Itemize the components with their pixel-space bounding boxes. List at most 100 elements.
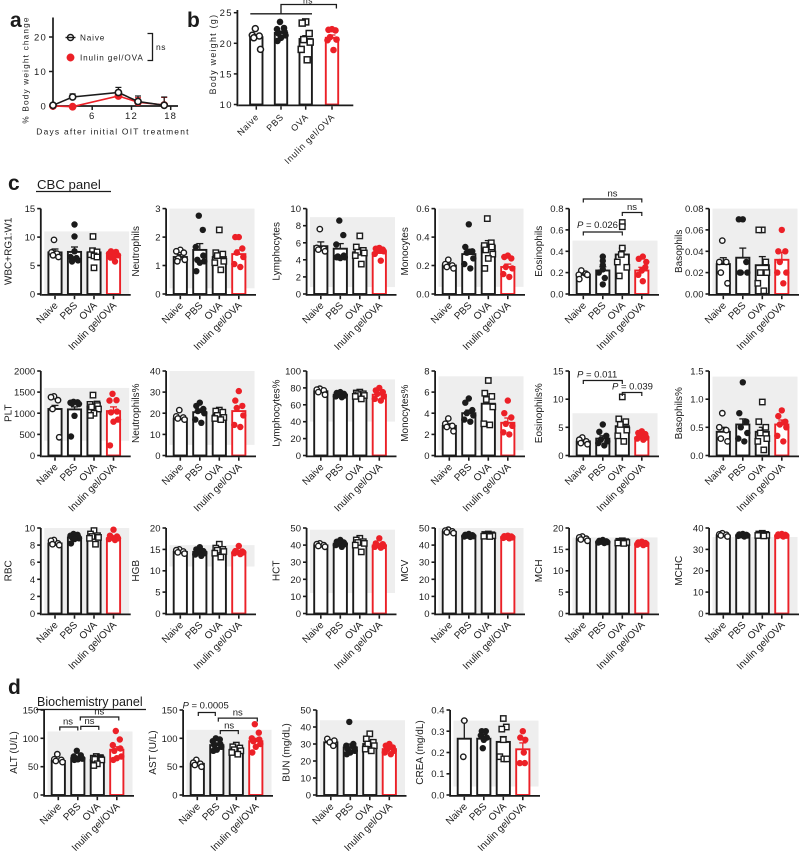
svg-text:Eosinophils: Eosinophils — [534, 226, 545, 277]
svg-text:10: 10 — [300, 774, 311, 785]
svg-text:ns: ns — [224, 720, 234, 731]
svg-text:20: 20 — [220, 39, 233, 50]
svg-text:15: 15 — [25, 204, 36, 215]
svg-text:5: 5 — [155, 588, 160, 599]
svg-text:10: 10 — [150, 566, 161, 577]
svg-text:0.0: 0.0 — [550, 290, 563, 301]
svg-text:Eosinophils%: Eosinophils% — [534, 383, 545, 443]
svg-text:8: 8 — [296, 221, 301, 232]
svg-text:Basophils: Basophils — [674, 230, 685, 273]
svg-text:20: 20 — [553, 524, 564, 535]
svg-text:0: 0 — [41, 102, 47, 113]
svg-text:HCT: HCT — [272, 561, 283, 582]
svg-text:BUN (mg/dL): BUN (mg/dL) — [282, 723, 293, 781]
svg-text:2: 2 — [424, 430, 429, 441]
svg-text:30: 30 — [300, 740, 311, 751]
svg-text:50: 50 — [300, 706, 311, 717]
svg-text:40: 40 — [419, 541, 430, 552]
svg-text:1.5: 1.5 — [690, 367, 703, 378]
svg-text:25: 25 — [220, 8, 233, 19]
svg-text:40: 40 — [290, 541, 301, 552]
svg-text:4: 4 — [424, 409, 429, 420]
svg-text:1500: 1500 — [14, 388, 35, 399]
svg-text:150: 150 — [23, 706, 39, 717]
svg-text:20: 20 — [290, 575, 301, 586]
svg-text:ns: ns — [607, 189, 617, 200]
svg-text:1: 1 — [155, 261, 160, 272]
svg-text:0.1: 0.1 — [431, 769, 444, 780]
svg-text:0.2: 0.2 — [431, 748, 444, 759]
svg-text:Days after initial OIT treatme: Days after initial OIT treatment — [36, 127, 189, 137]
svg-text:6: 6 — [89, 111, 95, 122]
svg-text:80: 80 — [290, 383, 301, 394]
svg-text:P = 0.011: P = 0.011 — [577, 370, 617, 381]
svg-text:ns: ns — [627, 202, 637, 213]
svg-text:AST (U/L): AST (U/L) — [148, 730, 159, 774]
svg-text:0.4: 0.4 — [550, 247, 563, 258]
svg-text:60: 60 — [290, 400, 301, 411]
svg-text:P = 0.0005: P = 0.0005 — [183, 701, 229, 712]
svg-text:20: 20 — [693, 566, 704, 577]
svg-text:30: 30 — [419, 558, 430, 569]
svg-text:10: 10 — [25, 524, 36, 535]
svg-text:MCH: MCH — [534, 559, 545, 582]
svg-text:10: 10 — [34, 67, 47, 78]
svg-text:10: 10 — [220, 100, 233, 111]
svg-text:0: 0 — [155, 609, 160, 620]
svg-text:4: 4 — [296, 255, 301, 266]
svg-text:0.2: 0.2 — [416, 261, 429, 272]
svg-text:Inulin gel/OVA: Inulin gel/OVA — [80, 54, 144, 63]
svg-text:5: 5 — [558, 423, 563, 434]
svg-text:10: 10 — [290, 592, 301, 603]
svg-text:0: 0 — [698, 609, 703, 620]
svg-text:10: 10 — [553, 566, 564, 577]
svg-text:20: 20 — [34, 33, 47, 44]
svg-text:50: 50 — [290, 524, 301, 535]
svg-text:40: 40 — [150, 367, 161, 378]
svg-text:10: 10 — [25, 233, 36, 244]
svg-text:CBC panel: CBC panel — [37, 177, 101, 192]
svg-text:ALT (U/L): ALT (U/L) — [9, 731, 20, 773]
svg-text:0.4: 0.4 — [416, 233, 429, 244]
svg-text:6: 6 — [424, 388, 429, 399]
svg-text:0: 0 — [30, 290, 35, 301]
svg-text:Lymphocytes%: Lymphocytes% — [272, 379, 283, 447]
svg-text:0.6: 0.6 — [416, 204, 429, 215]
svg-text:0: 0 — [30, 451, 35, 462]
svg-text:30: 30 — [290, 558, 301, 569]
svg-text:ns: ns — [84, 716, 94, 727]
svg-text:0: 0 — [558, 609, 563, 620]
svg-text:b: b — [187, 9, 200, 32]
svg-text:Monocytes%: Monocytes% — [400, 384, 411, 441]
svg-text:1000: 1000 — [14, 409, 35, 420]
svg-text:15: 15 — [220, 69, 233, 80]
svg-text:150: 150 — [162, 706, 178, 717]
svg-text:40: 40 — [693, 524, 704, 535]
svg-text:40: 40 — [290, 417, 301, 428]
svg-text:10: 10 — [150, 430, 161, 441]
svg-text:P = 0.039: P = 0.039 — [612, 382, 653, 393]
svg-text:1.0: 1.0 — [690, 395, 703, 406]
svg-text:Body weight (g): Body weight (g) — [208, 14, 218, 95]
svg-text:Neutrophils: Neutrophils — [131, 226, 142, 277]
svg-text:MCHC: MCHC — [674, 556, 685, 586]
svg-text:5: 5 — [30, 261, 35, 272]
svg-text:30: 30 — [693, 545, 704, 556]
svg-text:ns: ns — [156, 42, 166, 52]
svg-text:0.04: 0.04 — [685, 247, 704, 258]
svg-text:Basophils%: Basophils% — [674, 387, 685, 439]
svg-text:100: 100 — [162, 734, 178, 745]
svg-text:12: 12 — [125, 111, 138, 122]
svg-text:8: 8 — [424, 367, 429, 378]
svg-text:ns: ns — [303, 0, 313, 6]
svg-text:RBC: RBC — [4, 560, 15, 581]
svg-text:500: 500 — [19, 430, 35, 441]
svg-text:20: 20 — [150, 524, 161, 535]
svg-text:20: 20 — [290, 434, 301, 445]
svg-text:0: 0 — [30, 609, 35, 620]
svg-text:8: 8 — [30, 541, 35, 552]
svg-text:2: 2 — [155, 233, 160, 244]
svg-text:0.08: 0.08 — [685, 204, 704, 215]
svg-text:4: 4 — [30, 575, 35, 586]
svg-text:0.2: 0.2 — [550, 268, 563, 279]
